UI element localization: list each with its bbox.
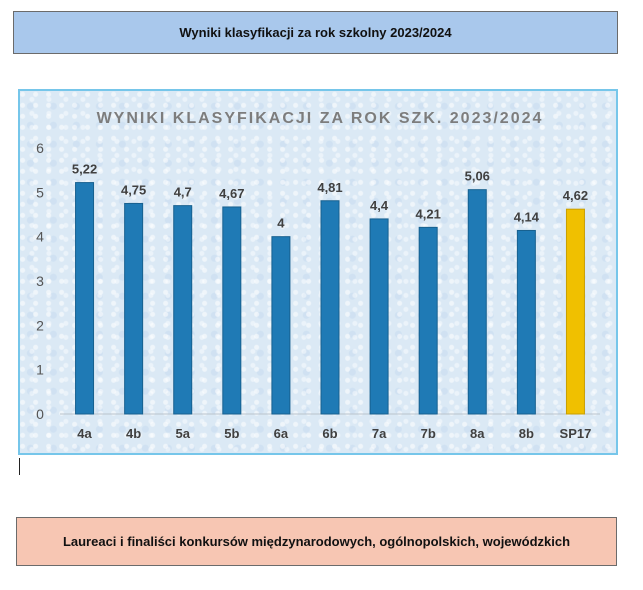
bar [124, 202, 144, 415]
x-tick-label: 7b [421, 426, 436, 441]
bar [418, 226, 438, 415]
x-tick-label: 8a [470, 426, 485, 441]
data-label: 4,21 [416, 206, 441, 221]
bar [173, 205, 193, 415]
data-label: 4,4 [370, 198, 389, 213]
y-tick-label: 2 [36, 317, 44, 333]
chart-panel: WYNIKI KLASYFIKACJI ZA ROK SZK. 2023/202… [18, 89, 618, 455]
x-tick-label: 4b [126, 426, 141, 441]
data-label: 4,67 [219, 186, 244, 201]
bar [271, 236, 291, 415]
footer-title: Laureaci i finaliści konkursów międzynar… [62, 534, 571, 549]
data-label: 4,81 [317, 180, 342, 195]
y-tick-label: 6 [36, 140, 44, 156]
x-tick-label: SP17 [560, 426, 592, 441]
footer-banner: Laureaci i finaliści konkursów międzynar… [16, 517, 617, 566]
x-tick-label: 6b [322, 426, 337, 441]
x-tick-label: 4a [77, 426, 92, 441]
data-label: 4,14 [514, 209, 540, 224]
bar-chart: WYNIKI KLASYFIKACJI ZA ROK SZK. 2023/202… [36, 110, 600, 441]
x-tick-label: 5a [175, 426, 190, 441]
text-cursor [19, 458, 20, 475]
header-title: Wyniki klasyfikacji za rok szkolny 2023/… [179, 25, 452, 40]
bar [320, 200, 340, 415]
data-label: 4,7 [174, 185, 192, 200]
y-tick-label: 3 [36, 273, 44, 289]
data-label: 5,22 [72, 162, 97, 177]
bar [516, 229, 536, 415]
bar [369, 218, 389, 415]
y-tick-label: 1 [36, 362, 44, 378]
y-tick-label: 0 [36, 406, 44, 422]
x-tick-label: 6a [274, 426, 289, 441]
data-label: 4 [277, 216, 285, 231]
bar [467, 189, 487, 415]
x-tick-label: 8b [519, 426, 534, 441]
y-tick-label: 5 [36, 184, 44, 200]
chart-title: WYNIKI KLASYFIKACJI ZA ROK SZK. 2023/202… [97, 110, 544, 127]
data-label: 5,06 [465, 169, 490, 184]
y-tick-label: 4 [36, 229, 44, 245]
data-label: 4,75 [121, 182, 146, 197]
x-tick-label: 7a [372, 426, 387, 441]
bar [565, 208, 585, 415]
data-label: 4,62 [563, 188, 588, 203]
header-banner: Wyniki klasyfikacji za rok szkolny 2023/… [13, 11, 618, 54]
x-tick-label: 5b [224, 426, 239, 441]
bar [222, 206, 242, 415]
bar [75, 182, 95, 415]
